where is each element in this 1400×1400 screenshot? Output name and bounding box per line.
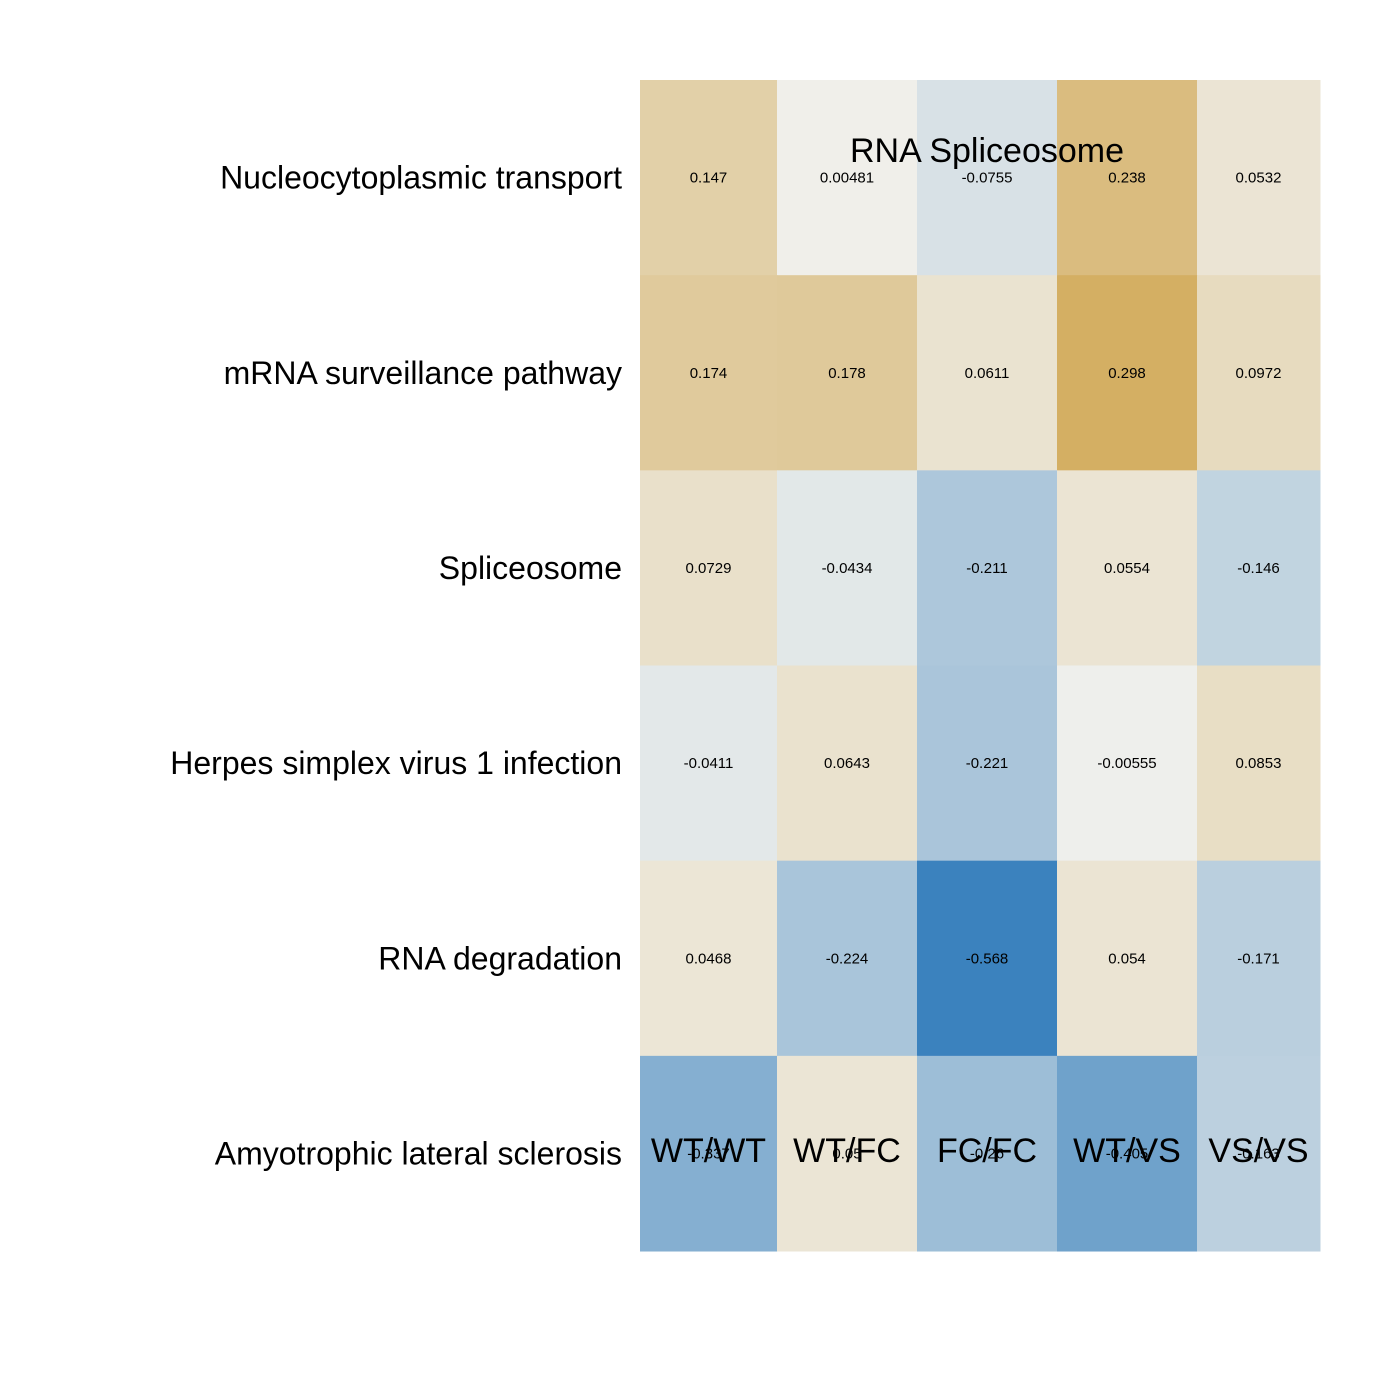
- cell-value-label: 0.0554: [1104, 560, 1150, 577]
- cell-value-label: -0.171: [1237, 950, 1280, 967]
- cell-value-label: -0.0434: [822, 560, 873, 577]
- cell-value-label: -0.163: [1237, 1145, 1280, 1162]
- row-label: mRNA surveillance pathway: [224, 355, 622, 391]
- heatmap-cell: [640, 860, 778, 1057]
- heatmap-cell: [917, 665, 1058, 862]
- chart-title: RNA Spliceosome: [850, 132, 1124, 170]
- cell-value-label: -0.0411: [684, 755, 734, 772]
- cell-value-label: -0.221: [966, 755, 1009, 772]
- cell-value-label: 0.054: [1108, 950, 1146, 967]
- column-label: VS/VS: [1208, 1132, 1308, 1170]
- column-label: WT/VS: [1073, 1132, 1181, 1170]
- heatmap-cells: 0.147 0.00481 -0.0755 0.238 0.0532 0.174 0.178…: [640, 80, 1321, 1252]
- heatmap-cell: [1057, 275, 1198, 471]
- heatmap-cell: [917, 275, 1058, 471]
- heatmap-cell: [777, 470, 918, 667]
- cell-value-label: 0.147: [690, 170, 728, 187]
- cell-value-label: 0.238: [1108, 170, 1146, 187]
- heatmap-cell: [777, 665, 918, 862]
- column-label: FC/FC: [937, 1132, 1037, 1170]
- column-labels: WT/WT WT/FC FC/FC WT/VS VS/VS: [651, 1132, 1309, 1170]
- cell-value-label: 0.0729: [686, 560, 732, 577]
- heatmap-cell: [1057, 80, 1198, 276]
- cell-value-label: -0.211: [966, 560, 1007, 577]
- cell-value-label: 0.0643: [824, 755, 870, 772]
- cell-value-label: 0.0611: [965, 365, 1010, 382]
- heatmap-cell: [640, 665, 778, 862]
- heatmap-cell: [917, 470, 1058, 667]
- cell-value-label: 0.0532: [1236, 170, 1282, 187]
- heatmap-cell: [640, 1055, 778, 1252]
- heatmap-cell: [1197, 80, 1321, 276]
- heatmap-cell: [777, 80, 918, 276]
- heatmap-cell: [1057, 1055, 1198, 1252]
- heatmap-cell: [640, 470, 778, 667]
- heatmap-cell: [640, 275, 778, 471]
- cell-value-label: 0.00481: [820, 170, 874, 187]
- cell-value-label: -0.568: [966, 950, 1009, 967]
- cell-value-label: 0.05: [832, 1145, 861, 1162]
- cell-value-label: -0.405: [1106, 1145, 1149, 1162]
- heatmap-cell: [640, 80, 778, 276]
- cell-value-label: -0.00555: [1097, 755, 1156, 772]
- row-labels: Nucleocytoplasmic transport mRNA surveill…: [170, 160, 622, 1172]
- row-label: Nucleocytoplasmic transport: [220, 160, 622, 196]
- cell-value-label: 0.0468: [686, 950, 732, 967]
- heatmap-cell: [1197, 1055, 1321, 1252]
- heatmap-cell: [1197, 665, 1321, 862]
- heatmap-cell: [777, 860, 918, 1057]
- column-label: WT/WT: [651, 1132, 766, 1170]
- heatmap-cell: [917, 1055, 1058, 1252]
- heatmap-cell: [777, 275, 918, 471]
- cell-value-label: -0.224: [826, 950, 869, 967]
- heatmap-cell: [1057, 665, 1198, 862]
- cell-value-label: 0.298: [1108, 365, 1146, 382]
- cell-value-label: 0.174: [690, 365, 728, 382]
- heatmap-cell: [917, 860, 1058, 1057]
- heatmap-cell: [1057, 470, 1198, 667]
- row-label: Spliceosome: [439, 550, 622, 586]
- heatmap-cell: [917, 80, 1058, 276]
- cell-value-label: -0.146: [1237, 560, 1280, 577]
- heatmap-cell: [1197, 860, 1321, 1057]
- cell-value-label: -0.26: [970, 1145, 1004, 1162]
- cell-value-label: -0.337: [687, 1145, 730, 1162]
- heatmap-cell: [777, 1055, 918, 1252]
- cell-value-label: 0.178: [828, 365, 866, 382]
- heatmap-cell: [1197, 470, 1321, 667]
- heatmap-cell: [1197, 275, 1321, 471]
- heatmap-cell: [1057, 860, 1198, 1057]
- cell-value-label: 0.0853: [1236, 755, 1282, 772]
- row-label: Amyotrophic lateral sclerosis: [215, 1135, 622, 1171]
- cell-value-label: 0.0972: [1236, 365, 1282, 382]
- row-label: Herpes simplex virus 1 infection: [170, 745, 622, 781]
- column-label: WT/FC: [793, 1132, 901, 1170]
- cell-value-label: -0.0755: [962, 170, 1013, 187]
- row-label: RNA degradation: [378, 940, 622, 976]
